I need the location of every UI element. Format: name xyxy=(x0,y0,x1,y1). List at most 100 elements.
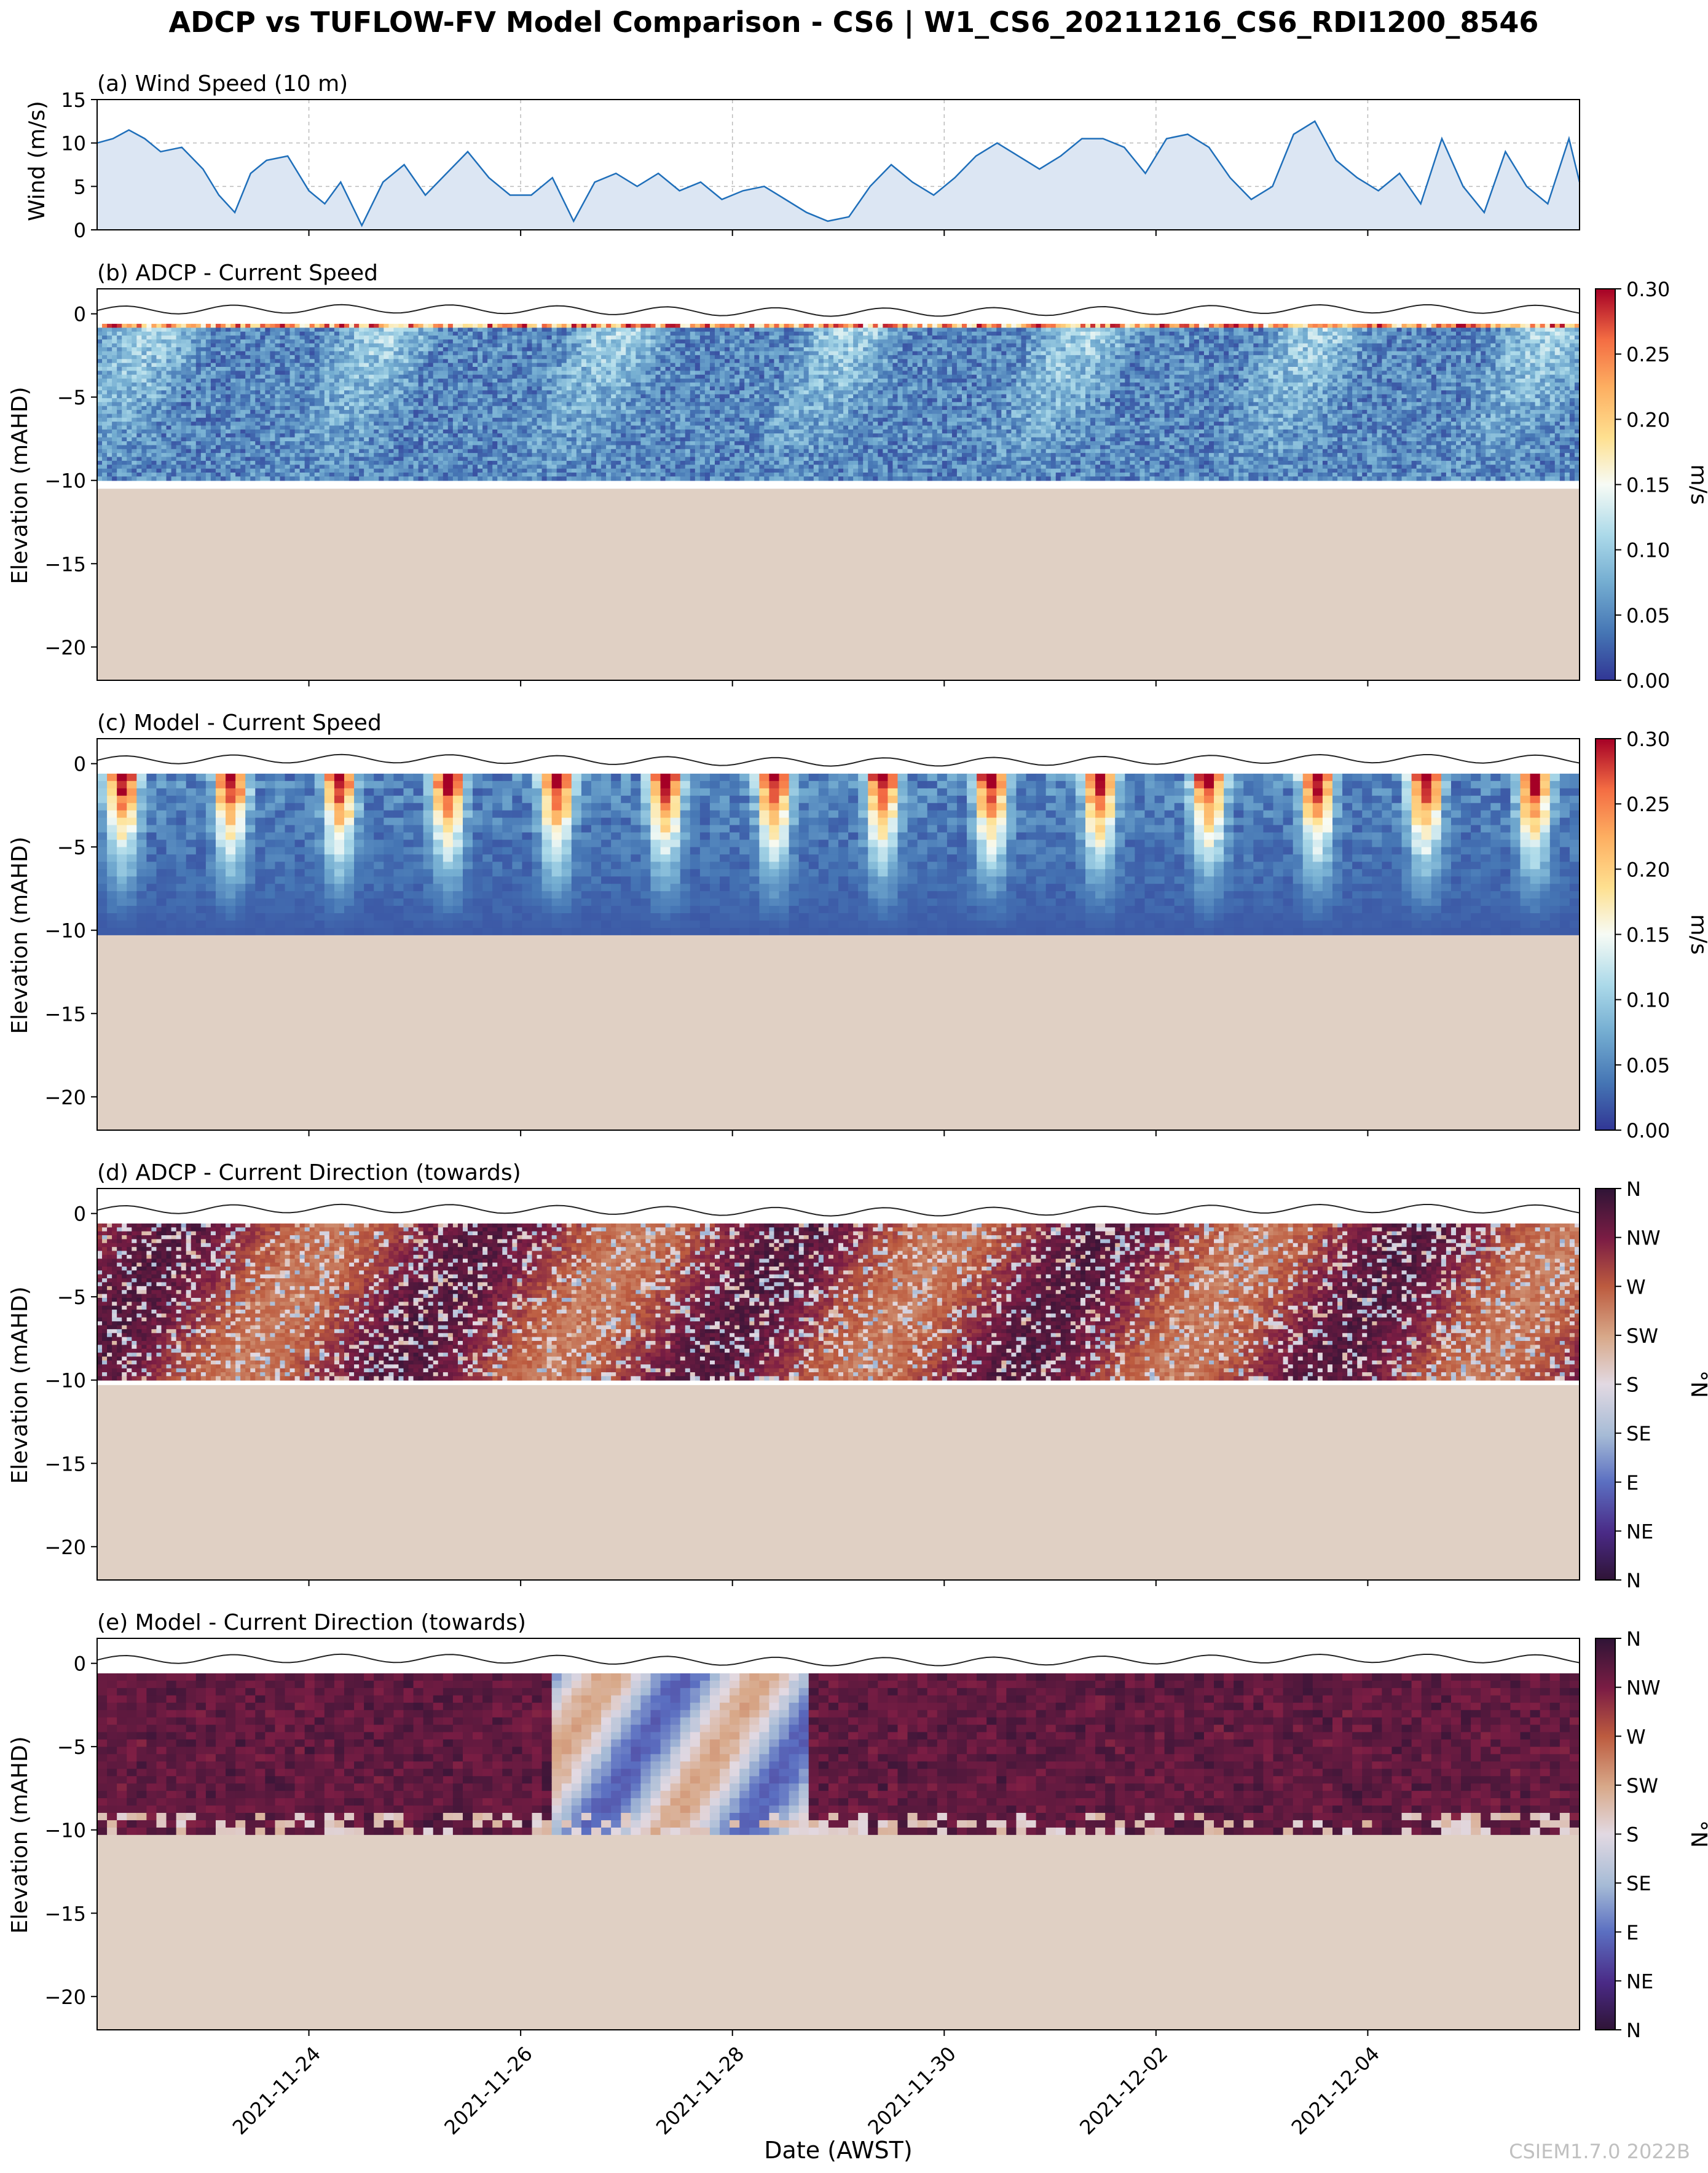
heat-cell xyxy=(141,344,147,348)
heat-cell xyxy=(458,379,463,383)
heat-cell xyxy=(250,367,256,371)
heat-cell xyxy=(250,457,256,462)
heat-cell xyxy=(419,402,424,406)
heat-cell xyxy=(196,332,202,336)
heat-cell xyxy=(305,422,310,426)
heat-cell xyxy=(132,457,137,462)
heat-cell xyxy=(522,324,527,328)
heat-cell xyxy=(176,387,182,391)
heat-cell xyxy=(325,414,330,418)
heat-cell xyxy=(162,465,167,469)
heat-cell xyxy=(581,347,587,352)
heat-cell xyxy=(666,449,671,454)
heat-cell xyxy=(230,465,236,469)
heat-cell xyxy=(645,473,651,477)
heat-cell xyxy=(645,382,651,387)
heat-cell xyxy=(136,398,142,403)
heat-cell xyxy=(295,371,301,375)
heat-cell xyxy=(240,453,246,457)
heat-cell xyxy=(492,367,498,371)
heat-cell xyxy=(295,375,301,379)
heat-cell xyxy=(502,336,508,340)
heat-cell xyxy=(339,438,345,442)
heat-cell xyxy=(616,352,621,356)
heat-cell xyxy=(468,476,473,481)
heat-cell xyxy=(695,457,701,462)
heat-cell xyxy=(567,398,572,403)
heat-cell xyxy=(507,352,513,356)
heat-cell xyxy=(443,414,449,418)
heat-cell xyxy=(102,433,108,438)
heat-cell xyxy=(492,438,498,442)
panel-a-ylabel: Wind (m/s) xyxy=(25,101,50,221)
heat-cell xyxy=(671,457,676,462)
heat-cell xyxy=(661,347,666,352)
heat-cell xyxy=(393,387,399,391)
heat-cell xyxy=(255,375,261,379)
heat-cell xyxy=(448,426,454,430)
heat-cell xyxy=(473,367,478,371)
heat-cell xyxy=(151,395,157,399)
heat-cell xyxy=(265,465,270,469)
heat-cell xyxy=(650,445,656,449)
heat-cell xyxy=(329,406,335,411)
heat-cell xyxy=(117,347,122,352)
heat-cell xyxy=(240,382,246,387)
heat-cell xyxy=(146,406,152,411)
heat-cell xyxy=(517,355,522,360)
heat-cell xyxy=(250,414,256,418)
heat-cell xyxy=(364,355,369,360)
heat-cell xyxy=(473,457,478,462)
heat-cell xyxy=(403,457,409,462)
heat-cell xyxy=(250,371,256,375)
heat-cell xyxy=(636,461,641,465)
heat-cell xyxy=(132,445,137,449)
heat-cell xyxy=(626,473,631,477)
heat-cell xyxy=(280,473,285,477)
heat-cell xyxy=(497,414,503,418)
heat-cell xyxy=(423,328,429,332)
heat-cell xyxy=(181,332,187,336)
heat-cell xyxy=(290,324,296,328)
heat-cell xyxy=(325,367,330,371)
heat-cell xyxy=(616,433,621,438)
heat-cell xyxy=(245,395,251,399)
heat-cell xyxy=(492,410,498,414)
heat-cell xyxy=(616,398,621,403)
heat-cell xyxy=(211,445,216,449)
heat-cell xyxy=(507,336,513,340)
heat-cell xyxy=(428,426,434,430)
heat-cell xyxy=(364,461,369,465)
heat-cell xyxy=(141,461,147,465)
heat-cell xyxy=(186,422,192,426)
heat-cell xyxy=(675,469,681,473)
heat-cell xyxy=(191,410,197,414)
heat-cell xyxy=(167,422,172,426)
heat-cell xyxy=(216,347,221,352)
heat-cell xyxy=(167,465,172,469)
heat-cell xyxy=(136,469,142,473)
heat-cell xyxy=(487,457,493,462)
heat-cell xyxy=(700,347,706,352)
heat-cell xyxy=(167,347,172,352)
heat-cell xyxy=(146,324,152,328)
heat-cell xyxy=(522,359,527,363)
heat-cell xyxy=(141,430,147,434)
heat-cell xyxy=(235,418,241,422)
heat-cell xyxy=(463,418,468,422)
heat-cell xyxy=(127,410,132,414)
heat-cell xyxy=(285,441,291,446)
heat-cell xyxy=(685,390,691,395)
heat-cell xyxy=(478,398,483,403)
heat-cell xyxy=(151,332,157,336)
heat-cell xyxy=(656,469,661,473)
heat-cell xyxy=(310,453,315,457)
heat-cell xyxy=(650,367,656,371)
heat-cell xyxy=(577,390,582,395)
heat-cell xyxy=(235,382,241,387)
heat-cell xyxy=(626,402,631,406)
heat-cell xyxy=(325,441,330,446)
heat-cell xyxy=(171,352,177,356)
heat-cell xyxy=(522,473,527,477)
heat-cell xyxy=(325,469,330,473)
